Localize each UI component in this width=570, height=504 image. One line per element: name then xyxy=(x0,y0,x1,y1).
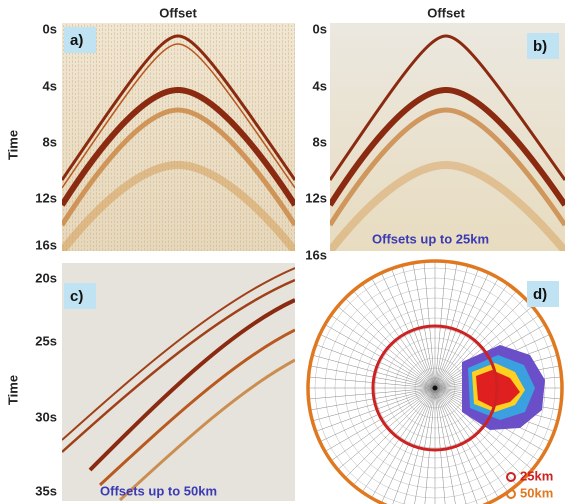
tick-label: 25s xyxy=(35,333,57,348)
tick-label: 16s xyxy=(35,237,57,252)
tick-label: 4s xyxy=(43,78,57,93)
tick-label: 16s xyxy=(305,247,327,262)
tick-label: 4s xyxy=(313,78,327,93)
panel-c: c) Time Offsets up to 50km 20s 25s 30s 3… xyxy=(5,263,295,501)
panel-b: b) Offset Offsets up to 25km 0s 4s 8s 12… xyxy=(305,5,565,262)
tick-label: 30s xyxy=(35,409,57,424)
header: Offset xyxy=(427,5,465,20)
tick-label: 0s xyxy=(43,21,57,36)
tick-label: 35s xyxy=(35,483,57,498)
annotation: Offsets up to 50km xyxy=(100,483,217,498)
panel-a: a) Offset Time 0s 4s 8s 12s 16s xyxy=(5,5,295,252)
figure: a) Offset Time 0s 4s 8s 12s 16s b) Offse… xyxy=(0,0,570,504)
panel-label: c) xyxy=(70,288,83,305)
tick-label: 20s xyxy=(35,270,57,285)
center xyxy=(433,386,438,391)
axis-title: Time xyxy=(5,130,20,160)
tick-label: 12s xyxy=(305,190,327,205)
tick-label: 8s xyxy=(43,134,57,149)
legend-entry: 50km xyxy=(520,485,553,500)
header: Offset xyxy=(159,5,197,20)
annotation: Offsets up to 25km xyxy=(372,231,489,246)
panel-d: d) 25km 50km xyxy=(308,261,562,504)
panel-label: d) xyxy=(533,286,547,303)
tick-label: 8s xyxy=(313,134,327,149)
panel-label: a) xyxy=(70,32,83,49)
axis-title: Time xyxy=(5,375,20,405)
panel-label: b) xyxy=(533,38,547,55)
tick-label: 0s xyxy=(313,21,327,36)
legend-entry: 25km xyxy=(520,468,553,483)
tick-label: 12s xyxy=(35,190,57,205)
